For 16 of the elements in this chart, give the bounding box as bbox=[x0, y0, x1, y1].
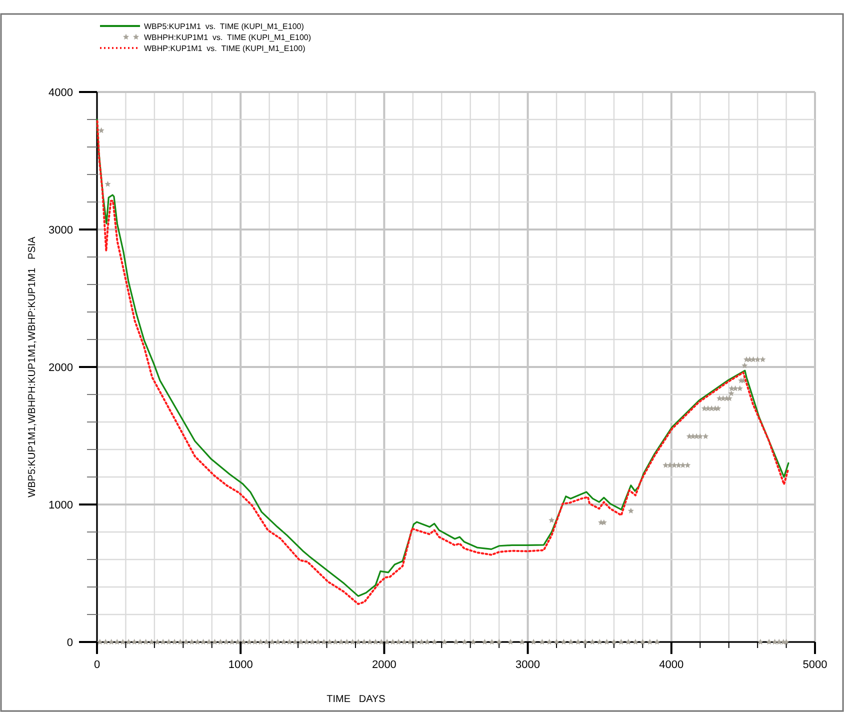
legend-label: WBHP:KUP1M1 vs. TIME (KUPI_M1_E100) bbox=[144, 44, 306, 53]
x-tick-label: 0 bbox=[94, 659, 100, 671]
legend-label: WBHPH:KUP1M1 vs. TIME (KUPI_M1_E100) bbox=[144, 33, 312, 42]
x-tick-label: 5000 bbox=[802, 659, 828, 671]
x-tick-label: 3000 bbox=[516, 659, 540, 671]
x-tick-label: 4000 bbox=[659, 659, 684, 671]
y-tick-label: 4000 bbox=[48, 87, 73, 99]
x-tick-label: 1000 bbox=[228, 659, 253, 671]
y-tick-label: 1000 bbox=[48, 500, 73, 512]
y-tick-label: 2000 bbox=[48, 362, 73, 374]
x-tick-label: 2000 bbox=[372, 659, 396, 671]
x-axis-title: TIME DAYS bbox=[326, 694, 386, 705]
y-axis-title: WBP5:KUP1M1,WBHPH:KUP1M1,WBHP:KUP1M1 PSIA bbox=[27, 236, 38, 498]
y-tick-label: 0 bbox=[66, 637, 73, 649]
legend-label: WBP5:KUP1M1 vs. TIME (KUPI_M1_E100) bbox=[144, 22, 304, 31]
y-tick-label: 3000 bbox=[48, 224, 73, 236]
